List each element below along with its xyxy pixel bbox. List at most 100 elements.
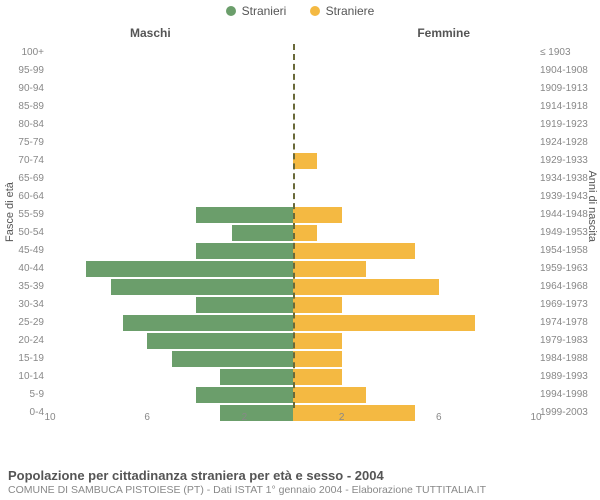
birth-year-label: 1999-2003: [540, 404, 600, 422]
bar-female: [293, 351, 342, 367]
legend-label-male: Stranieri: [242, 4, 287, 18]
legend-item-male: Stranieri: [226, 4, 287, 18]
bar-male: [196, 243, 293, 259]
bar-male: [123, 315, 293, 331]
pyramid-row: 80-84 1919-1923: [0, 116, 600, 134]
birth-year-label: 1914-1918: [540, 98, 600, 116]
pyramid-row: 15-19 1984-1988: [0, 350, 600, 368]
age-label: 10-14: [0, 368, 44, 386]
bar-male: [196, 387, 293, 403]
x-tick: 10: [530, 412, 541, 423]
birth-year-label: 1954-1958: [540, 242, 600, 260]
population-pyramid-chart: Maschi Femmine Fasce di età Anni di nasc…: [0, 26, 600, 446]
females-title: Femmine: [417, 26, 470, 40]
birth-year-label: 1929-1933: [540, 152, 600, 170]
age-label: 55-59: [0, 206, 44, 224]
legend-swatch-female: [310, 6, 320, 16]
x-tick: 10: [44, 412, 55, 423]
birth-year-label: 1944-1948: [540, 206, 600, 224]
x-tick: 2: [242, 412, 248, 423]
bar-female: [293, 369, 342, 385]
birth-year-label: 1949-1953: [540, 224, 600, 242]
bar-female: [293, 333, 342, 349]
bar-male: [86, 261, 293, 277]
bar-male: [196, 207, 293, 223]
bar-male: [196, 297, 293, 313]
pyramid-row: 5-9 1994-1998: [0, 386, 600, 404]
x-tick: 2: [339, 412, 345, 423]
pyramid-row: 85-89 1914-1918: [0, 98, 600, 116]
age-label: 75-79: [0, 134, 44, 152]
age-label: 70-74: [0, 152, 44, 170]
pyramid-row: 65-691934-1938: [0, 170, 600, 188]
birth-year-label: 1934-1938: [540, 170, 600, 188]
pyramid-row: 95-99 1904-1908: [0, 62, 600, 80]
pyramid-row: 60-64 1939-1943: [0, 188, 600, 206]
legend-item-female: Straniere: [310, 4, 375, 18]
bar-male: [220, 369, 293, 385]
bar-male: [111, 279, 293, 295]
birth-year-label: 1994-1998: [540, 386, 600, 404]
pyramid-rows: 100+≤ 190395-991904-190890-941909-191385…: [0, 44, 600, 422]
age-label: 45-49: [0, 242, 44, 260]
age-label: 100+: [0, 44, 44, 62]
age-label: 35-39: [0, 278, 44, 296]
bar-female: [293, 387, 366, 403]
age-label: 5-9: [0, 386, 44, 404]
pyramid-row: 55-59 1944-1948: [0, 206, 600, 224]
birth-year-label: 1959-1963: [540, 260, 600, 278]
birth-year-label: 1974-1978: [540, 314, 600, 332]
age-label: 50-54: [0, 224, 44, 242]
age-label: 90-94: [0, 80, 44, 98]
pyramid-row: 30-34 1969-1973: [0, 296, 600, 314]
pyramid-row: 35-39 1964-1968: [0, 278, 600, 296]
age-label: 20-24: [0, 332, 44, 350]
x-tick: 6: [144, 412, 150, 423]
legend-label-female: Straniere: [326, 4, 375, 18]
zero-line: [293, 44, 295, 408]
birth-year-label: 1984-1988: [540, 350, 600, 368]
pyramid-row: 70-74 1929-1933: [0, 152, 600, 170]
birth-year-label: 1939-1943: [540, 188, 600, 206]
age-label: 85-89: [0, 98, 44, 116]
age-label: 95-99: [0, 62, 44, 80]
age-label: 80-84: [0, 116, 44, 134]
pyramid-row: 20-24 1979-1983: [0, 332, 600, 350]
pyramid-row: 40-44 1959-1963: [0, 260, 600, 278]
age-label: 15-19: [0, 350, 44, 368]
legend: Stranieri Straniere: [0, 4, 600, 19]
age-label: 25-29: [0, 314, 44, 332]
bar-female: [293, 207, 342, 223]
bar-male: [172, 351, 294, 367]
birth-year-label: ≤ 1903: [540, 44, 600, 62]
birth-year-label: 1964-1968: [540, 278, 600, 296]
pyramid-row: 75-791924-1928: [0, 134, 600, 152]
bar-female: [293, 243, 415, 259]
legend-swatch-male: [226, 6, 236, 16]
age-label: 0-4: [0, 404, 44, 422]
age-label: 30-34: [0, 296, 44, 314]
bar-female: [293, 315, 475, 331]
birth-year-label: 1909-1913: [540, 80, 600, 98]
age-label: 60-64: [0, 188, 44, 206]
pyramid-row: 45-49 1954-1958: [0, 242, 600, 260]
x-tick: 6: [436, 412, 442, 423]
pyramid-row: 10-14 1989-1993: [0, 368, 600, 386]
bar-male: [232, 225, 293, 241]
chart-subtitle: COMUNE DI SAMBUCA PISTOIESE (PT) - Dati …: [8, 484, 592, 496]
bar-female: [293, 279, 439, 295]
age-label: 40-44: [0, 260, 44, 278]
birth-year-label: 1989-1993: [540, 368, 600, 386]
males-title: Maschi: [130, 26, 171, 40]
birth-year-label: 1979-1983: [540, 332, 600, 350]
birth-year-label: 1969-1973: [540, 296, 600, 314]
pyramid-row: 25-29 1974-1978: [0, 314, 600, 332]
bar-male: [147, 333, 293, 349]
birth-year-label: 1904-1908: [540, 62, 600, 80]
bar-female: [293, 225, 317, 241]
x-axis: 10622610: [50, 412, 536, 426]
birth-year-label: 1919-1923: [540, 116, 600, 134]
bar-female: [293, 261, 366, 277]
chart-footer: Popolazione per cittadinanza straniera p…: [8, 468, 592, 496]
pyramid-row: 90-94 1909-1913: [0, 80, 600, 98]
